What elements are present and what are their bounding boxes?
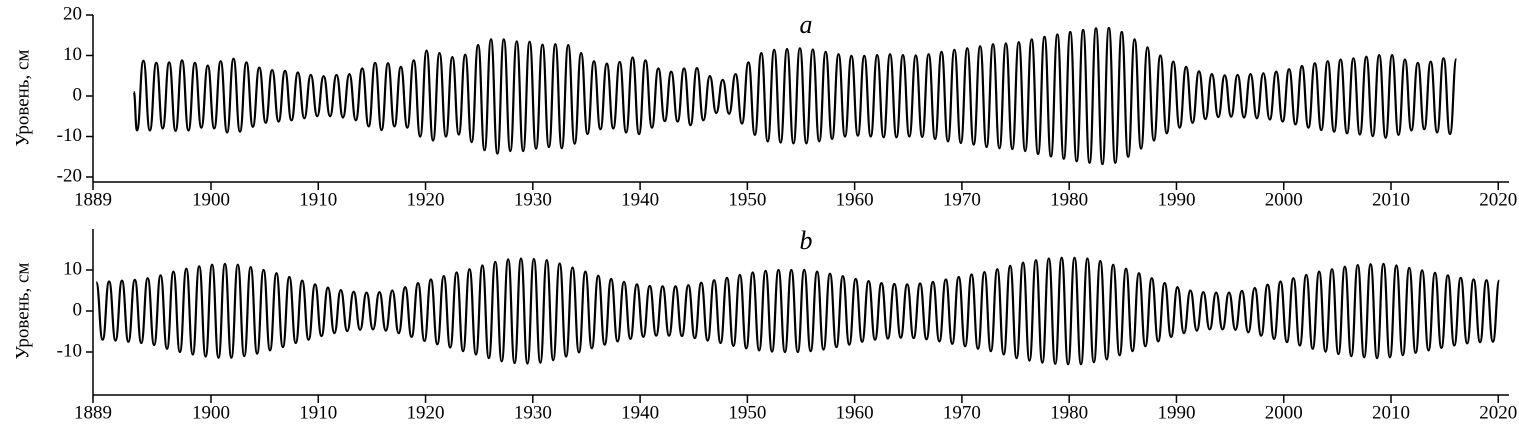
x-tick-label: 1920 [407, 402, 445, 423]
y-tick-label: 0 [73, 84, 83, 105]
y-tick-label: -10 [57, 340, 82, 361]
x-tick-label: 2000 [1265, 402, 1303, 423]
x-tick-label: 1930 [514, 189, 552, 210]
x-tick-label: 1930 [514, 402, 552, 423]
y-tick-label: -20 [57, 165, 82, 186]
x-tick-label: 1950 [728, 189, 766, 210]
x-tick-label: 1910 [299, 189, 337, 210]
x-tick-label: 1920 [407, 189, 445, 210]
x-tick-label: 1900 [192, 189, 230, 210]
panel-title: a [800, 10, 813, 39]
y-tick-label: 20 [63, 3, 82, 24]
y-tick-label: 10 [63, 44, 82, 65]
x-tick-label: 2000 [1265, 189, 1303, 210]
x-tick-label: 1970 [943, 189, 981, 210]
y-axis-label: Уровень, см [12, 263, 33, 360]
x-tick-label: 1900 [192, 402, 230, 423]
x-tick-label: 1940 [621, 402, 659, 423]
x-tick-label: 1910 [299, 402, 337, 423]
x-tick-label: 1980 [1050, 402, 1088, 423]
y-tick-label: -10 [57, 125, 82, 146]
x-tick-label: 1950 [728, 402, 766, 423]
x-tick-label: 2020 [1479, 189, 1517, 210]
x-tick-label: 2010 [1372, 402, 1410, 423]
series-line [95, 256, 1501, 366]
y-axis-label: Уровень, см [12, 50, 33, 147]
panel-title: b [800, 226, 813, 255]
x-tick-label: 1990 [1157, 189, 1195, 210]
x-tick-label: 1960 [836, 189, 874, 210]
x-tick-label: 1889 [74, 189, 112, 210]
series-line [132, 26, 1458, 166]
x-tick-label: 2010 [1372, 189, 1410, 210]
x-tick-label: 1990 [1157, 402, 1195, 423]
y-tick-label: 10 [63, 258, 82, 279]
x-tick-label: 1889 [74, 402, 112, 423]
y-tick-label: 0 [73, 299, 83, 320]
x-tick-label: 1960 [836, 402, 874, 423]
x-tick-label: 1980 [1050, 189, 1088, 210]
x-tick-label: 1970 [943, 402, 981, 423]
x-tick-label: 2020 [1479, 402, 1517, 423]
x-tick-label: 1940 [621, 189, 659, 210]
